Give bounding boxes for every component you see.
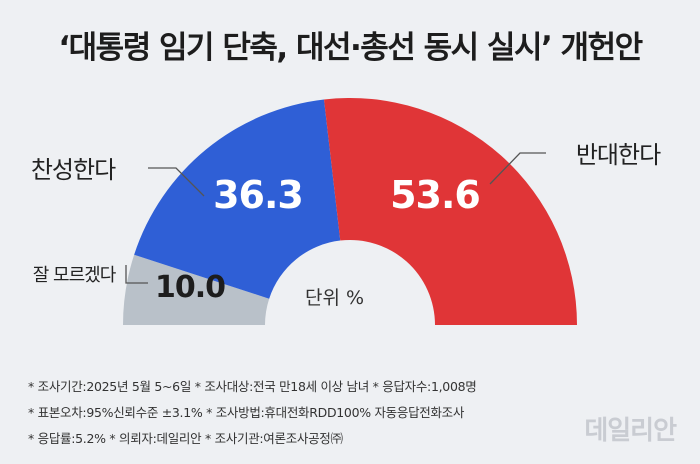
leader-line-agree: [148, 167, 205, 197]
donut-segment-disagree: [324, 98, 577, 325]
category-label-agree: 찬성한다: [31, 156, 116, 184]
leader-line-unsure: [125, 265, 148, 284]
note-line: * 조사기간:2025년 5월 5~6일 * 조사대상:전국 만18세 이상 남…: [28, 379, 477, 394]
note-line: * 표본오차:95%신뢰수준 ±3.1% * 조사방법:휴대전화RDD100% …: [28, 405, 465, 420]
unit-label: 단위 %: [305, 287, 365, 309]
value-label-unsure: 10.0: [155, 270, 225, 305]
category-label-disagree: 반대한다: [576, 141, 661, 169]
note-line: * 응답률:5.2% * 의뢰자:데일리안 * 조사기관:여론조사공정㈜: [28, 431, 343, 446]
value-label-agree: 36.3: [213, 173, 303, 217]
daily-an-logo: 데일리안: [584, 416, 677, 446]
survey-notes: * 조사기간:2025년 5월 5~6일 * 조사대상:전국 만18세 이상 남…: [28, 374, 477, 452]
donut-segment-agree: [134, 99, 341, 299]
leader-line-disagree: [489, 152, 546, 185]
page-title: ‘대통령 임기 단축, 대선·총선 동시 실시’ 개헌안: [58, 30, 643, 66]
value-label-disagree: 53.6: [390, 173, 480, 217]
category-label-unsure: 잘 모르겠다: [33, 265, 117, 286]
donut-segment-unsure: [123, 254, 270, 325]
